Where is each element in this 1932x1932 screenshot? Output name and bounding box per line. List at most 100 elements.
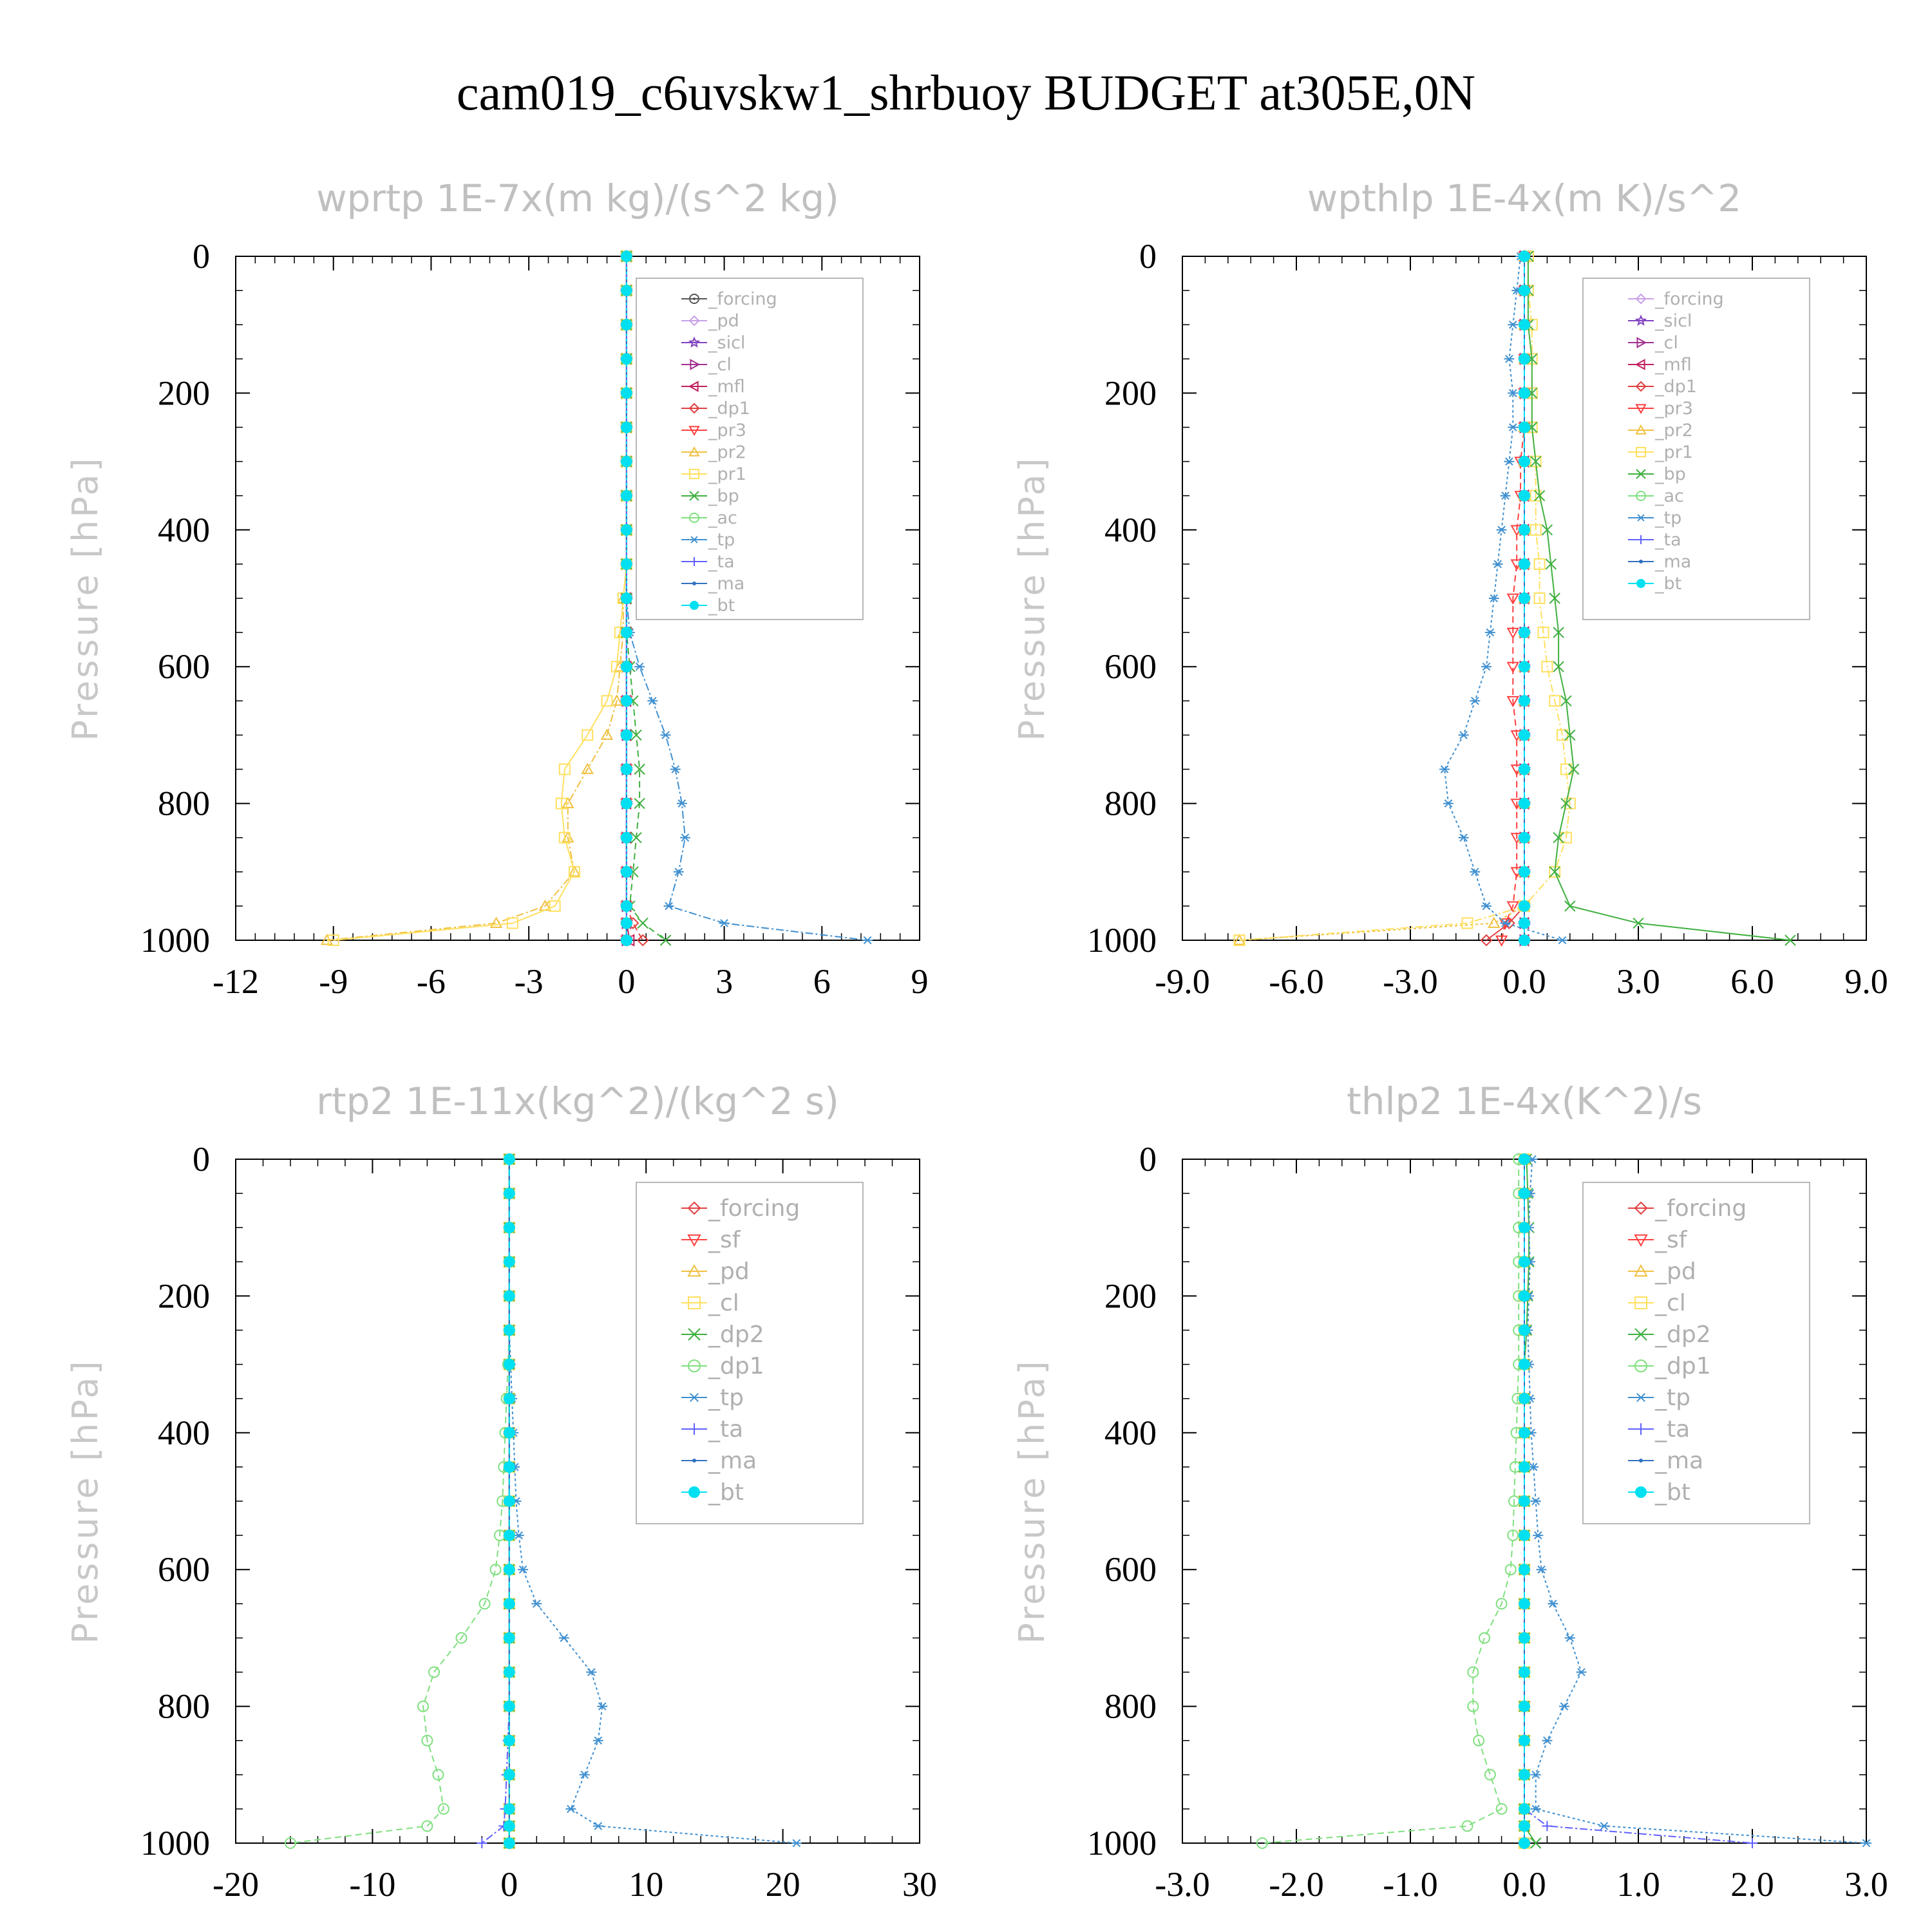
legend-label: _tp [708,530,735,550]
data-point [1519,1461,1530,1473]
legend-label: _bt [1654,574,1681,594]
data-point [558,831,571,844]
x-tick-label: -6 [417,962,446,1001]
data-point [586,1668,597,1676]
data-point [1519,1426,1530,1439]
data-point [1519,917,1530,929]
y-tick-label: 0 [193,237,210,276]
legend-entry: _bt [681,596,735,616]
data-point [1861,1839,1871,1848]
data-point [1564,797,1576,810]
data-point [1519,1358,1530,1370]
legend-label: _ma [1654,1448,1703,1474]
data-point [1553,831,1564,844]
legend-entry: _pr3 [1628,399,1693,419]
data-point [1519,387,1530,399]
y-tick-label: 1000 [1087,921,1157,960]
legend-entry: _ta [681,1416,743,1443]
series_tp [1439,252,1567,945]
data-point [478,1598,491,1610]
data-point [1481,902,1492,911]
data-point [1519,1495,1530,1507]
y-tick-label: 0 [1139,237,1157,276]
data-point [1519,1632,1530,1644]
series-line [1444,256,1563,941]
data-point [1530,1804,1541,1814]
data-point [1519,285,1530,297]
data-point [432,1768,444,1781]
data-point [503,1803,515,1815]
data-point [1553,627,1564,638]
legend-entry: _pd [1628,1258,1696,1285]
panel-title: rtp2 1E-11x(kg^2)/(kg^2 s) [316,1079,839,1123]
legend-label: _bt [708,596,735,616]
data-point [1495,1598,1508,1610]
legend-marker [687,1234,701,1247]
legend-entry: _bp [681,486,739,506]
legend-entry: _ac [681,508,737,528]
x-tick-label: -3 [515,962,544,1001]
data-point [568,865,581,877]
data-point [862,936,873,945]
legend-label: _ma [708,1448,757,1474]
data-point [1576,1668,1587,1676]
legend-label: _tp [708,1385,744,1411]
data-point [620,661,632,673]
series_bt [503,1153,515,1849]
legend-label: _ac [1654,486,1684,506]
data-point [1439,765,1450,773]
legend-entry: _sf [681,1227,741,1253]
series-line [290,1159,510,1844]
data-point [620,489,632,502]
legend-entry: _dp1 [1628,1353,1711,1379]
data-point [1519,1564,1530,1576]
data-point [1519,866,1530,878]
data-point [1506,696,1519,708]
chart-panel-1: wprtp 1E-7x(m kg)/(s^2 kg) Pressure [hPa]… [65,176,929,1001]
data-point [1519,592,1530,604]
y-tick-label: 600 [1104,1550,1157,1589]
legend-label: _ma [708,574,744,594]
legend-entry: _ma [1628,552,1691,572]
data-point [503,1820,515,1832]
data-point [437,1803,450,1815]
data-point [1519,489,1530,502]
x-tick-label: -10 [349,1865,395,1904]
legend-entry: _pr2 [1628,421,1693,440]
legend-marker [692,582,696,585]
data-point [1519,1530,1530,1542]
x-tick-label: -2.0 [1269,1865,1323,1904]
data-point [1537,627,1549,639]
data-point [620,524,632,536]
data-point [1519,1324,1530,1336]
data-point [1519,421,1530,433]
data-point [1484,628,1495,637]
data-point [1443,799,1454,808]
data-point [503,1837,515,1849]
legend-label: _sicl [708,333,745,353]
data-point [634,763,645,775]
data-point [1467,1700,1479,1712]
legend: _forcing _sf _pd _cl _dp2 _dp1 _tp _ta _ma _bt [636,1182,864,1524]
data-point [1480,934,1493,947]
data-point [1504,354,1515,363]
legend-marker [690,601,699,610]
data-point [1541,661,1553,673]
data-point [489,1564,502,1576]
legend-marker [687,1201,701,1215]
data-point [620,285,632,297]
legend-entry: _mfl [1628,355,1692,375]
legend-marker [1634,1296,1647,1309]
data-point [1533,592,1546,604]
x-tick-label: -20 [213,1865,259,1904]
series_dp1 [1256,1153,1525,1849]
legend-marker [688,1296,701,1309]
data-point [1519,524,1530,536]
data-point [673,867,684,876]
data-point [1564,900,1576,912]
legend-entry: _tp [1628,508,1681,528]
data-point [620,695,632,707]
y-tick-label: 800 [158,784,210,823]
legend-marker [1636,579,1645,588]
legend-entry: _ma [1628,1448,1703,1474]
